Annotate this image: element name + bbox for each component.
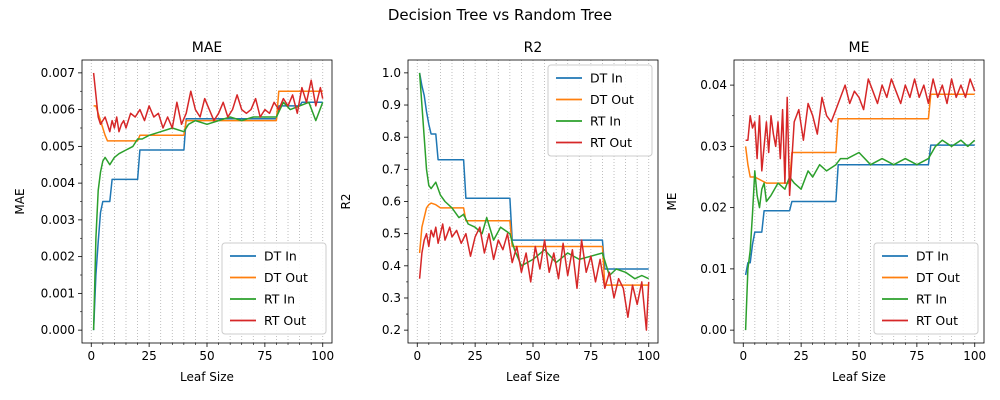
legend-label: RT In bbox=[916, 292, 947, 307]
chart-panel-me: ME 0 25 50 75 100 0.00 0.01 0.02 0.03 0.04 Leaf Siz… bbox=[665, 40, 986, 384]
x-tick-label: 50 bbox=[199, 349, 214, 363]
x-tick-label: 100 bbox=[311, 349, 334, 363]
series-line-dt-out bbox=[418, 202, 649, 286]
legend-label: RT Out bbox=[916, 313, 958, 328]
y-tick-label: 0.005 bbox=[41, 139, 75, 153]
legend-label: DT Out bbox=[590, 92, 634, 107]
x-tick-label: 0 bbox=[739, 349, 747, 363]
chart-title: ME bbox=[849, 40, 870, 56]
y-tick-label: 0.8 bbox=[382, 130, 401, 144]
y-tick-label: 0.7 bbox=[382, 162, 401, 176]
legend-label: RT Out bbox=[590, 135, 632, 150]
legend-label: DT Out bbox=[916, 270, 960, 285]
x-axis-label: Leaf Size bbox=[506, 370, 560, 384]
legend-label: RT Out bbox=[264, 313, 306, 328]
y-tick-label: 0.03 bbox=[700, 139, 727, 153]
chart-title: R2 bbox=[524, 40, 543, 56]
chart-panel-mae: MAE 0 25 50 75 100 0.000 0.001 0.002 0.003 0.004 0.… bbox=[13, 40, 334, 384]
y-tick-label: 0.006 bbox=[41, 103, 75, 117]
legend-label: RT In bbox=[590, 114, 621, 129]
x-tick-label: 75 bbox=[583, 349, 598, 363]
legend-box bbox=[547, 64, 653, 157]
x-axis-label: Leaf Size bbox=[180, 370, 234, 384]
series-line-dt-out bbox=[93, 90, 323, 142]
legend-box bbox=[221, 242, 327, 335]
y-tick-label: 0.001 bbox=[41, 286, 75, 300]
legend: DT In DT Out RT In RT Out bbox=[221, 242, 327, 335]
legend-label: DT In bbox=[590, 71, 623, 86]
series-line-dt-in bbox=[418, 72, 649, 270]
x-tick-label: 50 bbox=[525, 349, 540, 363]
y-tick-label: 0.4 bbox=[382, 259, 401, 273]
x-tick-label: 100 bbox=[637, 349, 660, 363]
series-line-rt-in bbox=[92, 101, 324, 331]
y-axis-label: MAE bbox=[13, 188, 27, 214]
x-axis-label: Leaf Size bbox=[832, 370, 886, 384]
x-tick-label: 25 bbox=[793, 349, 808, 363]
series-line-rt-out bbox=[92, 72, 324, 133]
y-axis-label: ME bbox=[665, 193, 679, 211]
y-tick-label: 0.00 bbox=[700, 323, 727, 337]
chart-title: MAE bbox=[192, 40, 223, 56]
y-tick-label: 0.004 bbox=[41, 176, 75, 190]
legend: DT In DT Out RT In RT Out bbox=[873, 242, 979, 335]
y-axis-label: R2 bbox=[339, 194, 353, 210]
y-tick-label: 0.000 bbox=[41, 323, 75, 337]
figure-title: Decision Tree vs Random Tree bbox=[388, 6, 612, 24]
legend-box bbox=[873, 242, 979, 335]
x-tick-label: 25 bbox=[467, 349, 482, 363]
y-tick-label: 0.5 bbox=[382, 227, 401, 241]
y-tick-label: 0.02 bbox=[700, 201, 727, 215]
legend-label: RT In bbox=[264, 292, 295, 307]
y-tick-label: 0.6 bbox=[382, 195, 401, 209]
y-tick-label: 0.003 bbox=[41, 213, 75, 227]
chart-panel-r2: R2 0 25 50 75 100 0.2 0.3 0.4 0.5 0.6 0.7 0.8 0.9 1.0 L… bbox=[339, 40, 660, 384]
x-tick-label: 75 bbox=[257, 349, 272, 363]
x-tick-label: 0 bbox=[413, 349, 421, 363]
y-tick-label: 0.3 bbox=[382, 291, 401, 305]
y-tick-label: 0.04 bbox=[700, 78, 727, 92]
series-line-rt-out bbox=[418, 223, 650, 331]
series-line-rt-out bbox=[745, 78, 976, 197]
x-tick-label: 50 bbox=[851, 349, 866, 363]
series-line-dt-in bbox=[92, 101, 323, 331]
x-tick-label: 25 bbox=[141, 349, 156, 363]
y-tick-label: 0.9 bbox=[382, 98, 401, 112]
legend: DT In DT Out RT In RT Out bbox=[547, 64, 653, 157]
y-tick-label: 0.007 bbox=[41, 66, 75, 80]
x-tick-label: 75 bbox=[909, 349, 924, 363]
y-tick-label: 0.002 bbox=[41, 250, 75, 264]
y-tick-label: 0.2 bbox=[382, 323, 401, 337]
x-tick-label: 100 bbox=[963, 349, 986, 363]
x-tick-label: 0 bbox=[87, 349, 95, 363]
series-line-rt-in bbox=[418, 72, 650, 280]
y-tick-label: 0.01 bbox=[700, 262, 727, 276]
series-line-rt-in bbox=[744, 139, 976, 331]
y-tick-label: 1.0 bbox=[382, 66, 401, 80]
legend-label: DT In bbox=[916, 249, 949, 264]
legend-label: DT In bbox=[264, 249, 297, 264]
legend-label: DT Out bbox=[264, 270, 308, 285]
series-line-dt-in bbox=[744, 144, 975, 276]
